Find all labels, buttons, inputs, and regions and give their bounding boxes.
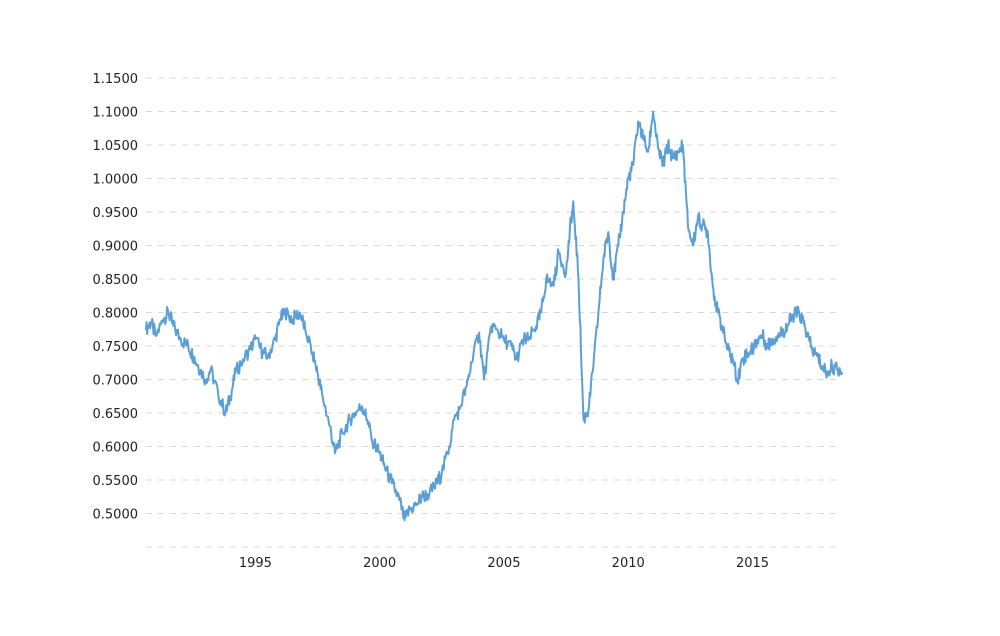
y-tick-label-5: 0.9000 (93, 240, 139, 255)
y-tick-label-13: 0.5000 (93, 508, 139, 523)
y-tick-label-1: 1.1000 (93, 106, 139, 121)
series-line-0 (145, 110, 843, 522)
y-tick-label-2: 1.0500 (93, 139, 139, 154)
x-axis: 1995 2000 2005 2010 2015 (239, 556, 769, 571)
x-tick-label-0: 1995 (239, 556, 272, 571)
y-tick-label-8: 0.7500 (93, 340, 139, 355)
y-tick-label-3: 1.0000 (93, 173, 139, 188)
y-tick-label-11: 0.6000 (93, 441, 139, 456)
y-tick-label-4: 0.9500 (93, 206, 139, 221)
x-tick-label-1: 2000 (363, 556, 396, 571)
y-tick-label-0: 1.1500 (93, 72, 139, 87)
grid-layer (146, 77, 842, 548)
x-tick-label-3: 2010 (612, 556, 645, 571)
y-tick-label-12: 0.5500 (93, 474, 139, 489)
x-tick-label-2: 2005 (487, 556, 520, 571)
y-tick-label-6: 0.8500 (93, 273, 139, 288)
y-tick-label-10: 0.6500 (93, 407, 139, 422)
y-axis: 1.1500 1.1000 1.0500 1.0000 0.9500 0.9000 0.85… (93, 72, 139, 523)
series-layer (145, 110, 843, 522)
y-tick-label-9: 0.7000 (93, 374, 139, 389)
y-tick-label-7: 0.8000 (93, 307, 139, 322)
x-tick-label-4: 2015 (736, 556, 769, 571)
